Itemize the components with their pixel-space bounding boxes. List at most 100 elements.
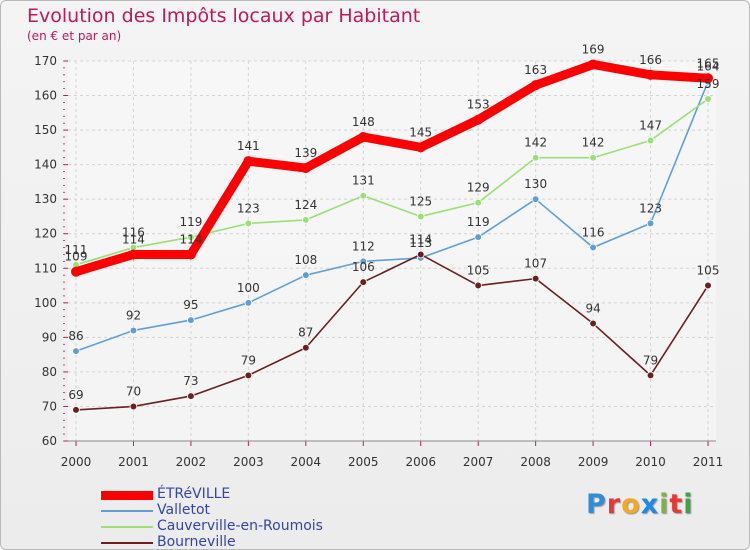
data-point — [302, 271, 310, 279]
x-tick-label: 2006 — [405, 455, 436, 469]
logo-letter: x — [640, 489, 660, 520]
data-label: 148 — [352, 115, 375, 129]
data-point — [302, 216, 310, 224]
data-point — [244, 219, 253, 228]
legend-item: ÉTRéVILLE — [101, 487, 401, 503]
data-point — [72, 406, 80, 414]
data-label: 166 — [639, 53, 662, 67]
series-layer — [71, 59, 713, 414]
y-tick-label: 60 — [42, 434, 57, 448]
y-tick-label: 140 — [34, 158, 57, 172]
y-tick-label: 160 — [34, 89, 57, 103]
data-point — [302, 343, 310, 352]
data-point — [243, 156, 254, 167]
data-label: 169 — [582, 42, 605, 56]
y-tick-label: 170 — [34, 54, 57, 68]
chart-title: Evolution des Impôts locaux par Habitant — [27, 5, 421, 27]
data-point — [129, 402, 138, 411]
data-label: 107 — [524, 257, 547, 271]
data-point — [531, 274, 540, 283]
data-label: 92 — [126, 308, 141, 322]
data-label: 142 — [524, 136, 547, 150]
data-point — [129, 326, 138, 335]
data-label: 116 — [582, 226, 605, 240]
data-label: 79 — [241, 353, 256, 367]
legend-item: Bourneville — [101, 534, 401, 550]
series-line — [71, 59, 713, 277]
data-point — [531, 195, 540, 203]
data-point — [704, 95, 712, 103]
data-label: 119 — [179, 215, 202, 229]
data-label: 147 — [639, 118, 662, 132]
data-label: 109 — [65, 250, 88, 264]
series-line — [75, 253, 709, 411]
x-tick-label: 2004 — [291, 455, 322, 469]
data-point — [359, 278, 368, 286]
y-tick-label: 130 — [34, 192, 57, 206]
legend-swatch — [101, 510, 153, 512]
logo-letter: t — [669, 489, 684, 520]
data-point — [531, 153, 540, 162]
series-1 — [72, 77, 712, 355]
x-tick-label: 2007 — [463, 455, 494, 469]
x-tick-label: 2003 — [233, 455, 264, 469]
data-label: 114 — [179, 232, 202, 246]
data-label: 129 — [467, 181, 490, 195]
data-label: 119 — [467, 215, 490, 229]
y-tick-label: 70 — [42, 399, 57, 413]
data-label: 165 — [697, 56, 720, 70]
data-point — [646, 136, 655, 145]
legend-item: Cauverville-en-Roumois — [101, 519, 401, 535]
axes: 60 70 80 90 100 110 120 130 140 150 160 170 2000 2001… — [34, 54, 723, 469]
data-label: 131 — [352, 174, 375, 188]
data-point — [646, 219, 655, 228]
data-point — [474, 233, 482, 241]
data-label: 164 — [697, 60, 720, 74]
data-label: 124 — [294, 198, 317, 212]
data-point — [415, 142, 426, 153]
data-point — [187, 316, 195, 324]
data-point — [474, 198, 482, 207]
data-label: 100 — [237, 281, 260, 295]
data-label: 141 — [237, 139, 260, 153]
data-label: 123 — [237, 201, 260, 215]
data-label: 142 — [582, 136, 605, 150]
data-label: 70 — [126, 384, 141, 398]
series-2 — [72, 95, 712, 269]
data-label: 108 — [294, 253, 317, 267]
data-point — [359, 191, 368, 200]
data-point — [71, 266, 81, 277]
data-label: 163 — [524, 63, 547, 77]
x-tick-label: 2008 — [520, 455, 551, 469]
series-0 — [71, 59, 713, 277]
legend-swatch — [101, 526, 153, 528]
data-point — [359, 257, 368, 266]
data-label: 86 — [68, 329, 83, 343]
y-tick-label: 90 — [42, 330, 57, 344]
data-label: 116 — [122, 226, 145, 240]
legend-label: Cauverville-en-Roumois — [157, 518, 323, 534]
data-point — [416, 250, 425, 259]
data-label: 125 — [409, 194, 432, 208]
logo-letter: i — [683, 489, 694, 520]
data-label: 153 — [467, 98, 490, 112]
data-point — [588, 59, 599, 70]
data-point — [646, 371, 655, 380]
data-label: 111 — [65, 243, 88, 257]
legend-label: Valletot — [157, 502, 211, 518]
y-tick-label: 120 — [34, 227, 57, 241]
data-label: 123 — [639, 201, 662, 215]
data-point — [244, 299, 253, 307]
legend-label: Bourneville — [157, 534, 236, 550]
y-tick-label: 80 — [42, 365, 57, 379]
data-label: 79 — [643, 353, 658, 367]
data-point — [704, 281, 712, 290]
data-label: 114 — [122, 232, 145, 246]
legend-swatch — [101, 542, 153, 544]
logo-letter: o — [621, 489, 641, 520]
x-tick-label: 2010 — [635, 455, 666, 469]
data-point — [474, 281, 482, 290]
x-tick-label: 2001 — [118, 455, 149, 469]
